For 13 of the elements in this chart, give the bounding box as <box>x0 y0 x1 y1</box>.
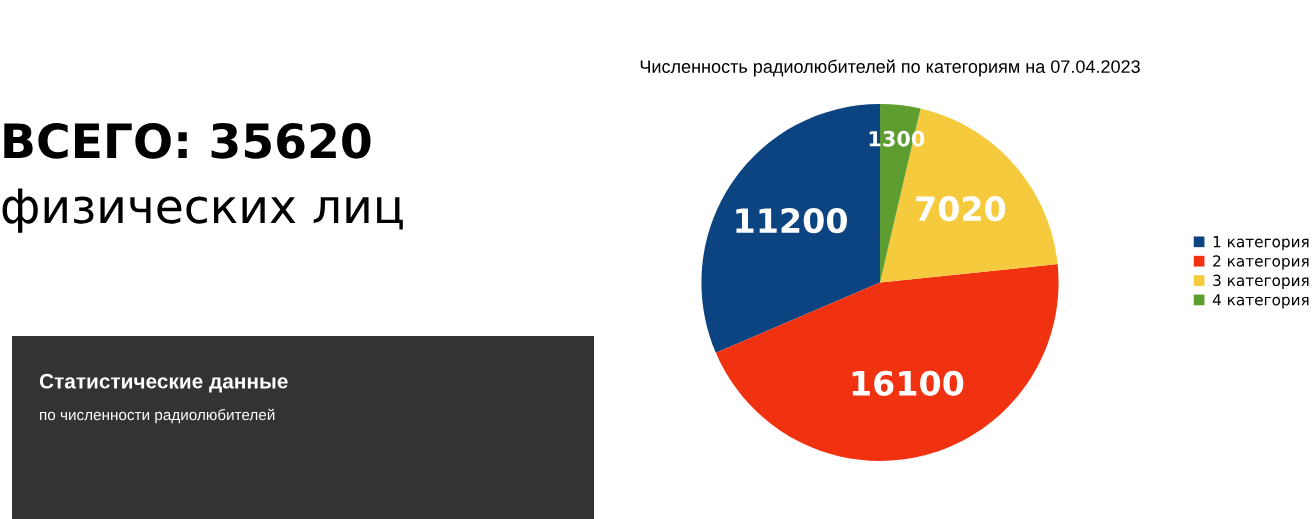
text: Статистические данные <box>39 373 288 393</box>
legend-label: 2 категория <box>1213 255 1309 270</box>
legend-label: 3 категория <box>1213 274 1309 290</box>
legend-label: 4 категория <box>1212 294 1309 309</box>
chart-title: Численность радиолюбителей по категориям на 07.04.2023 <box>640 59 1140 77</box>
data-label: 11200 <box>736 207 847 234</box>
data-label: 16100 <box>852 370 964 396</box>
data-label: 7020 <box>916 196 1006 222</box>
text: ВСЕГО: 35620 <box>4 122 371 159</box>
text: физических лиц <box>2 188 403 233</box>
legend-label: 1 категория <box>1213 236 1309 251</box>
pie-slice <box>715 264 1059 462</box>
text: по численности радиолюбителей <box>40 408 275 424</box>
